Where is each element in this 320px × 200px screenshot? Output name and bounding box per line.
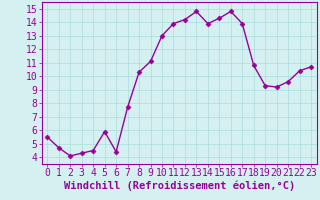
X-axis label: Windchill (Refroidissement éolien,°C): Windchill (Refroidissement éolien,°C) [64,181,295,191]
